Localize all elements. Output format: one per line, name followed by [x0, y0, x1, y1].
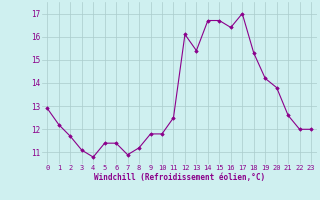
X-axis label: Windchill (Refroidissement éolien,°C): Windchill (Refroidissement éolien,°C)	[94, 173, 265, 182]
